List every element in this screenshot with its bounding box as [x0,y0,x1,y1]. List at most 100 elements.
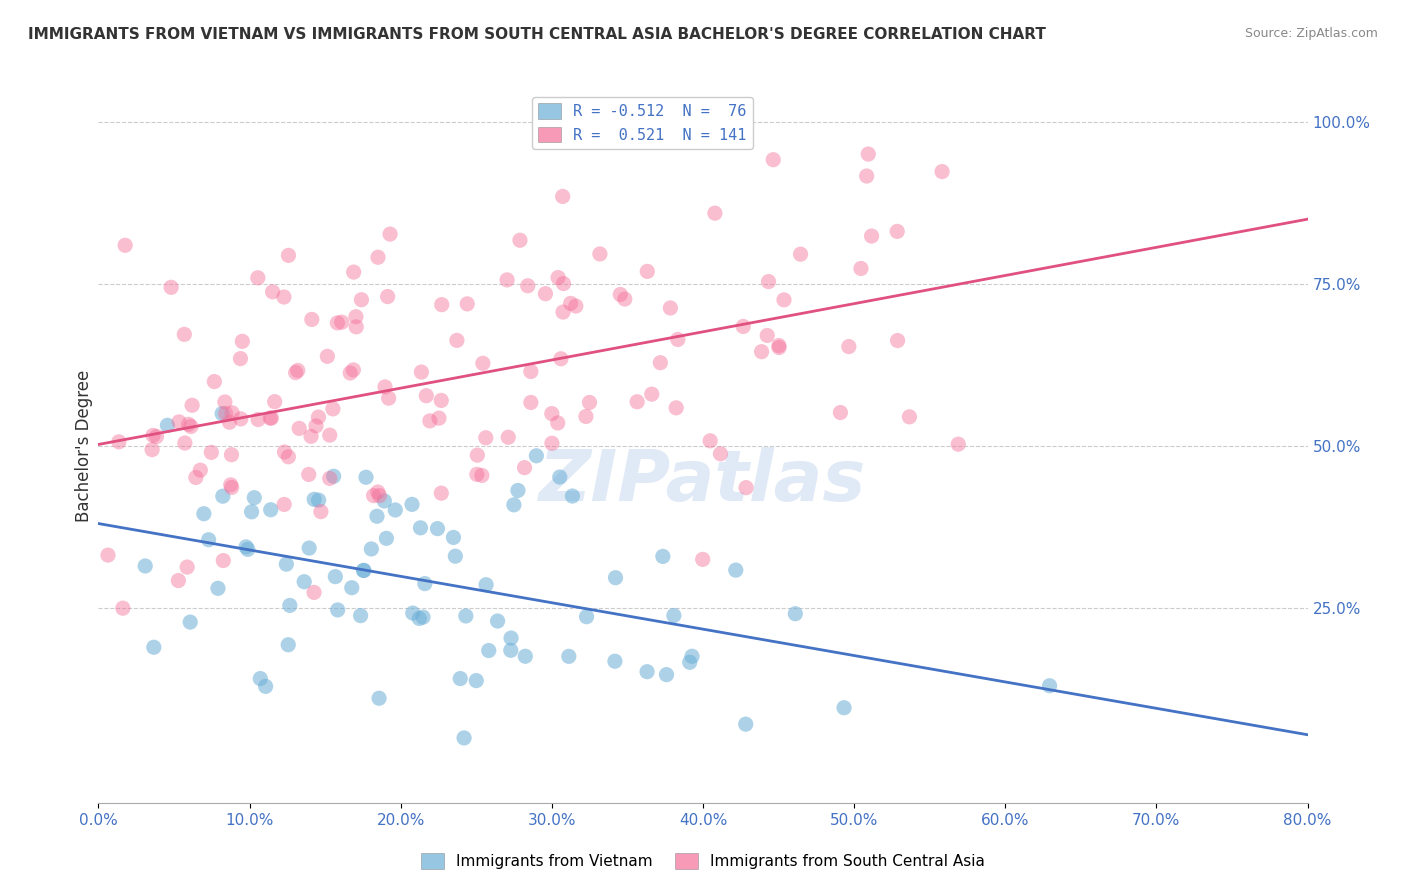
Point [322,469,344,483]
Point [465,448,488,462]
Point [756,328,779,343]
Point [179,615,201,629]
Point [412,610,434,624]
Point [948,437,970,451]
Point [374,380,396,394]
Point [503,498,526,512]
Point [134,558,156,573]
Point [540,407,562,421]
Point [547,270,569,285]
Point [762,153,785,167]
Point [589,247,612,261]
Point [218,415,240,429]
Point [277,450,299,464]
Point [378,227,401,241]
Point [409,521,432,535]
Point [307,410,329,425]
Point [443,531,465,545]
Point [108,434,131,449]
Point [681,649,703,664]
Point [475,431,498,445]
Point [931,164,953,178]
Point [413,576,436,591]
Point [277,638,299,652]
Point [215,406,238,420]
Point [636,264,658,278]
Point [344,319,367,334]
Point [626,394,648,409]
Point [446,334,468,348]
Point [322,401,344,416]
Point [1038,679,1060,693]
Point [384,503,406,517]
Point [167,574,190,588]
Point [636,665,658,679]
Point [444,549,467,564]
Point [734,717,756,731]
Point [141,442,163,457]
Point [181,398,204,412]
Point [114,238,136,252]
Point [263,394,285,409]
Point [326,603,349,617]
Point [288,421,311,435]
Point [276,557,298,571]
Point [541,436,564,450]
Point [375,531,398,545]
Point [202,375,225,389]
Point [260,411,283,425]
Point [197,533,219,547]
Point [471,356,494,370]
Point [496,273,519,287]
Point [499,631,522,645]
Point [858,147,880,161]
Point [229,412,252,426]
Point [506,483,529,498]
Point [724,563,747,577]
Point [278,599,301,613]
Legend: R = -0.512  N =  76, R =  0.521  N = 141: R = -0.512 N = 76, R = 0.521 N = 141 [533,97,752,149]
Point [605,571,627,585]
Point [886,224,908,238]
Point [650,356,672,370]
Point [520,395,543,409]
Point [411,365,433,379]
Point [838,340,860,354]
Point [305,418,328,433]
Point [273,445,295,459]
Point [898,409,921,424]
Point [478,643,501,657]
Point [211,407,233,421]
Point [565,299,588,313]
Point [221,406,243,420]
Point [679,655,702,669]
Point [173,436,195,450]
Point [353,564,375,578]
Point [342,363,364,377]
Point [509,233,531,247]
Point [302,492,325,507]
Point [142,640,165,655]
Point [751,344,773,359]
Point [735,481,758,495]
Point [513,460,536,475]
Point [160,280,183,294]
Point [167,415,190,429]
Point [665,401,688,415]
Y-axis label: Bachelor's Degree: Bachelor's Degree [75,370,93,522]
Point [609,287,631,301]
Point [330,315,353,329]
Point [368,489,391,503]
Point [219,478,242,492]
Point [419,414,441,428]
Point [454,609,477,624]
Point [499,643,522,657]
Point [229,351,252,366]
Point [415,389,437,403]
Point [427,411,450,425]
Point [516,278,538,293]
Point [193,507,215,521]
Point [456,297,478,311]
Point [236,542,259,557]
Point [449,672,471,686]
